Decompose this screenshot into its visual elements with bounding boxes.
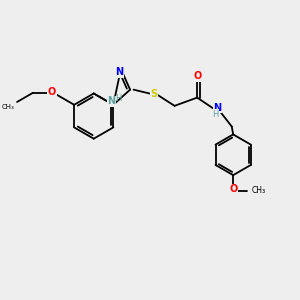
Text: H: H (212, 110, 218, 119)
Text: N: N (116, 68, 124, 77)
Text: CH₃: CH₃ (2, 104, 15, 110)
Text: N: N (213, 103, 221, 113)
Text: H: H (115, 94, 121, 103)
Text: N: N (107, 96, 116, 106)
Text: O: O (229, 184, 237, 194)
Text: S: S (150, 89, 157, 99)
Text: O: O (48, 87, 56, 97)
Text: CH₃: CH₃ (252, 186, 266, 195)
Text: O: O (194, 71, 202, 81)
